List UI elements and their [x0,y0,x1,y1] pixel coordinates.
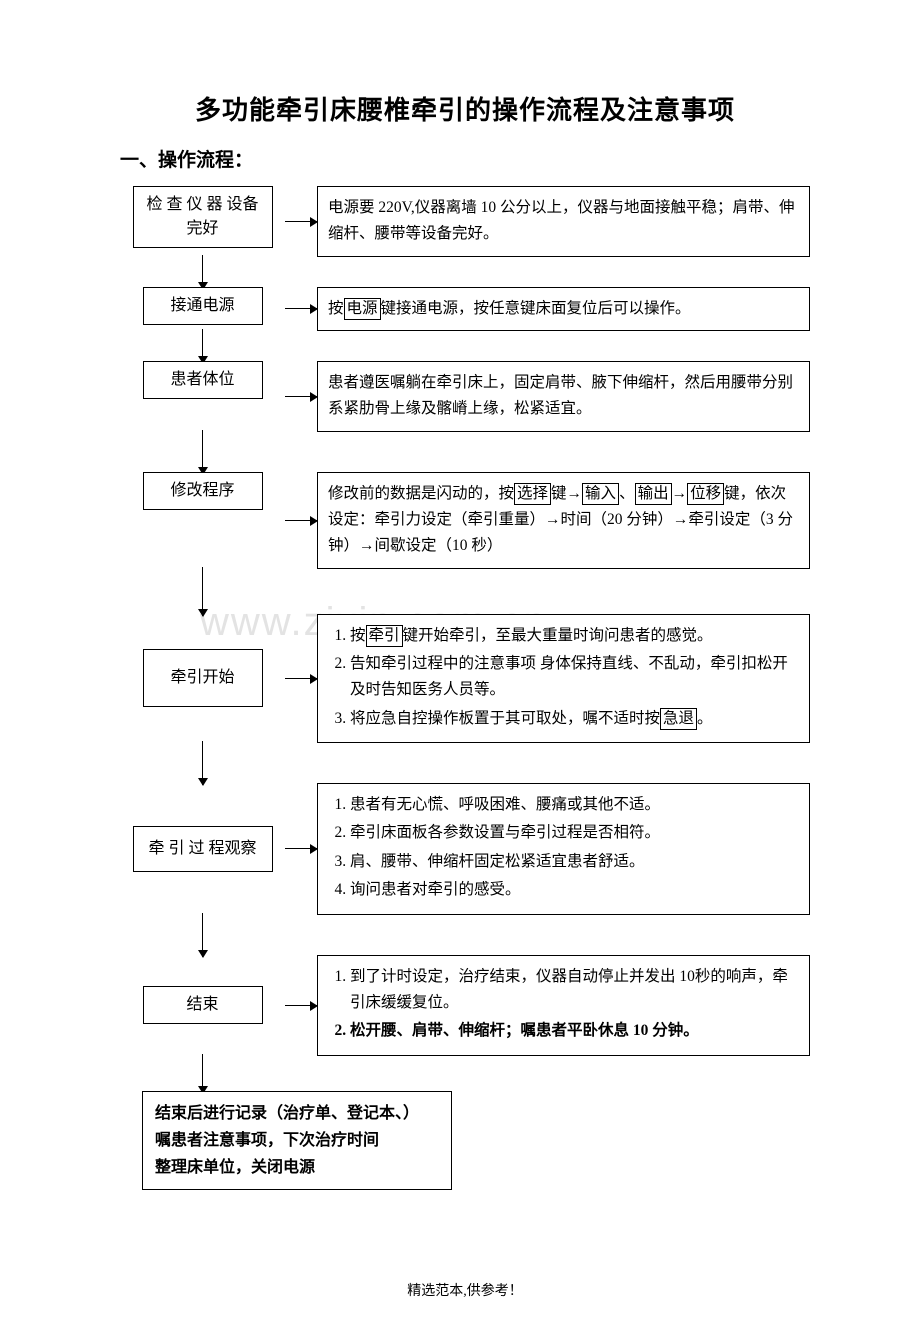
list-item: 到了计时设定，治疗结束，仪器自动停止并发出 10秒的响声，牵引床缓缓复位。 [350,964,799,1017]
list-item: 肩、腰带、伸缩杆固定松紧适宜患者舒适。 [350,849,799,875]
arrow-down-icon [202,430,203,474]
step-power: 接通电源 [143,287,263,325]
flow-row: 牵 引 过 程观察 患者有无心慌、呼吸困难、腰痛或其他不适。 牵引床面板各参数设… [120,783,810,914]
step-end: 结束 [143,986,263,1024]
final-line: 结束后进行记录（治疗单、登记本、） [155,1100,439,1127]
list-item: 将应急自控操作板置于其可取处，嘱不适时按急退。 [350,706,799,732]
step-check: 检 查 仪 器 设备完好 [133,186,273,248]
section-heading: 一、操作流程： [120,145,810,172]
list-item: 询问患者对牵引的感受。 [350,877,799,903]
list-item: 按牵引键开始牵引，至最大重量时询问患者的感觉。 [350,623,799,649]
final-line: 整理床单位，关闭电源 [155,1154,439,1181]
flow-row: 结束后进行记录（治疗单、登记本、） 嘱患者注意事项，下次治疗时间 整理床单位，关… [120,1091,810,1191]
arrow-right-icon [285,287,317,331]
flow-row: 患者体位 患者遵医嘱躺在牵引床上，固定肩带、腋下伸缩杆，然后用腰带分别系紧肋骨上… [120,361,810,432]
desc-position: 患者遵医嘱躺在牵引床上，固定肩带、腋下伸缩杆，然后用腰带分别系紧肋骨上缘及髂嵴上… [317,361,810,432]
list-item: 患者有无心慌、呼吸困难、腰痛或其他不适。 [350,792,799,818]
arrow-down-icon [202,255,203,289]
desc-check: 电源要 220V,仪器离墙 10 公分以上，仪器与地面接触平稳；肩带、伸缩杆、腰… [317,186,810,257]
list-item: 松开腰、肩带、伸缩杆；嘱患者平卧休息 10 分钟。 [350,1018,799,1044]
step-modify: 修改程序 [143,472,263,510]
flow-row: 接通电源 按电源键接通电源，按任意键床面复位后可以操作。 [120,287,810,331]
arrow-down-icon [202,567,203,616]
desc-power: 按电源键接通电源，按任意键床面复位后可以操作。 [317,287,810,331]
flow-row: 检 查 仪 器 设备完好 电源要 220V,仪器离墙 10 公分以上，仪器与地面… [120,186,810,257]
flow-row: 结束 到了计时设定，治疗结束，仪器自动停止并发出 10秒的响声，牵引床缓缓复位。… [120,955,810,1056]
page-footer: 精选范本,供参考！ [120,1280,810,1300]
flow-row: 牵引开始 按牵引键开始牵引，至最大重量时询问患者的感觉。 告知牵引过程中的注意事… [120,614,810,743]
arrow-down-icon [202,741,203,785]
flowchart: 检 查 仪 器 设备完好 电源要 220V,仪器离墙 10 公分以上，仪器与地面… [120,186,810,1190]
desc-observe: 患者有无心慌、呼吸困难、腰痛或其他不适。 牵引床面板各参数设置与牵引过程是否相符… [317,783,810,914]
desc-start: 按牵引键开始牵引，至最大重量时询问患者的感觉。 告知牵引过程中的注意事项 身体保… [317,614,810,743]
arrow-right-icon [285,186,317,257]
arrow-right-icon [285,614,317,743]
flow-row: 修改程序 修改前的数据是闪动的，按选择键→输入、输出→位移键，依次设定：牵引力设… [120,472,810,569]
page-title: 多功能牵引床腰椎牵引的操作流程及注意事项 [120,90,810,127]
arrow-right-icon [285,472,317,569]
desc-modify: 修改前的数据是闪动的，按选择键→输入、输出→位移键，依次设定：牵引力设定（牵引重… [317,472,810,569]
arrow-down-icon [202,1054,203,1093]
arrow-right-icon [285,361,317,432]
step-observe: 牵 引 过 程观察 [133,826,273,872]
arrow-down-icon [202,329,203,363]
final-line: 嘱患者注意事项，下次治疗时间 [155,1127,439,1154]
step-position: 患者体位 [143,361,263,399]
list-item: 告知牵引过程中的注意事项 身体保持直线、不乱动，牵引扣松开及时告知医务人员等。 [350,651,799,704]
arrow-right-icon [285,783,317,914]
desc-end: 到了计时设定，治疗结束，仪器自动停止并发出 10秒的响声，牵引床缓缓复位。 松开… [317,955,810,1056]
list-item: 牵引床面板各参数设置与牵引过程是否相符。 [350,820,799,846]
step-start: 牵引开始 [143,649,263,707]
arrow-down-icon [202,913,203,957]
step-final: 结束后进行记录（治疗单、登记本、） 嘱患者注意事项，下次治疗时间 整理床单位，关… [142,1091,452,1191]
arrow-right-icon [285,955,317,1056]
